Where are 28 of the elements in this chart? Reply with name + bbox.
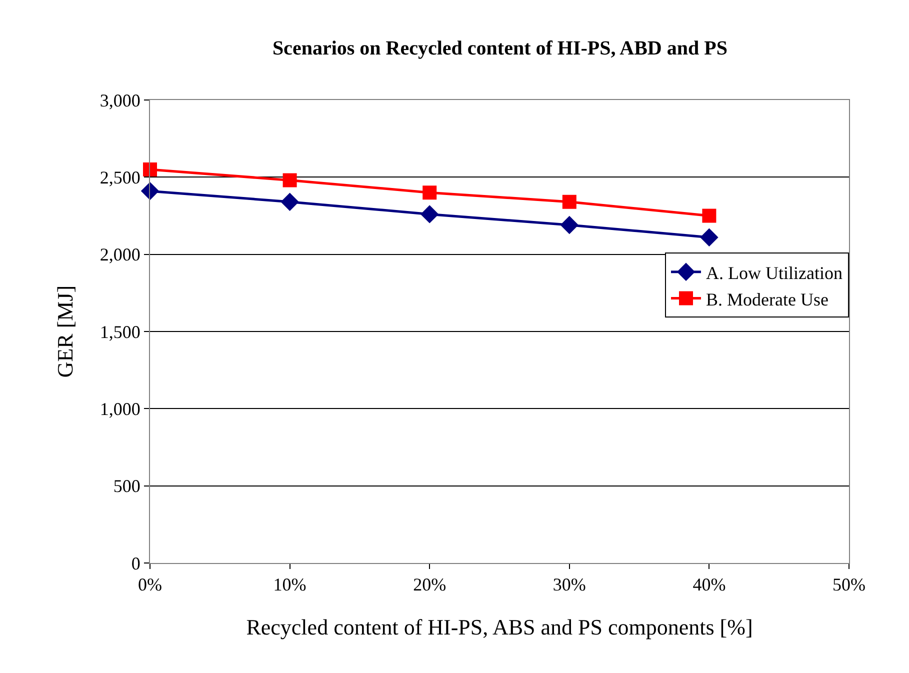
y-tick-label: 1,000 <box>100 398 140 419</box>
y-tick-label: 2,500 <box>100 167 140 188</box>
point <box>280 192 299 211</box>
x-tick-label: 0% <box>138 574 162 595</box>
x-tick-label: 10% <box>273 574 306 595</box>
point <box>420 205 439 224</box>
point <box>700 228 718 246</box>
x-tick-label: 40% <box>692 574 726 595</box>
point <box>702 208 716 223</box>
legend-label: B. Moderate Use <box>706 289 828 310</box>
y-tick-label: 500 <box>113 476 140 496</box>
x-tick-label: 20% <box>413 574 446 595</box>
point <box>282 173 297 188</box>
y-tick-label: 3,000 <box>100 90 140 110</box>
chart-title: Scenarios on Recycled content of HI-PS, ABD and PS <box>272 37 728 60</box>
legend-label: A. Low Utilization <box>706 262 842 283</box>
x-tick-label: 50% <box>832 574 866 595</box>
y-tick-label: 2,000 <box>100 244 140 265</box>
x-axis-title: Recycled content of HI-PS, ABS and PS components [%] <box>246 614 753 640</box>
point <box>560 216 578 234</box>
y-axis-title: GER [MJ] <box>52 285 78 378</box>
point <box>422 186 437 200</box>
x-tick-label: 30% <box>552 574 586 595</box>
y-tick-label: 1,500 <box>100 322 140 342</box>
point <box>140 182 160 200</box>
point <box>143 162 157 176</box>
y-tick-label: 0 <box>131 553 140 574</box>
point <box>562 194 576 209</box>
